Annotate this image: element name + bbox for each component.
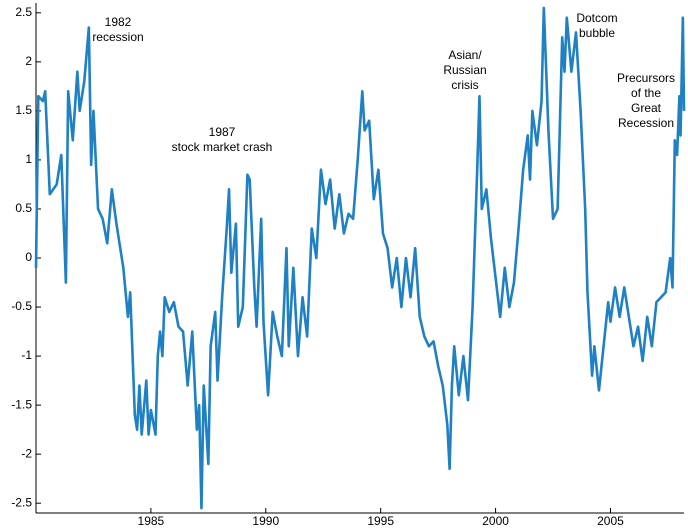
- x-tick-label: 2000: [482, 514, 509, 528]
- annotation: 1987: [209, 125, 236, 139]
- annotation: bubble: [579, 26, 615, 40]
- x-tick-label: 1990: [252, 514, 279, 528]
- annotation: crisis: [451, 78, 478, 92]
- annotation: stock market crash: [172, 140, 273, 154]
- annotation: 1982: [105, 15, 132, 29]
- data-line: [34, 6, 686, 510]
- x-tick-label: 2005: [597, 514, 624, 528]
- annotation: of the: [631, 86, 661, 100]
- x-tick-label: 1985: [138, 514, 165, 528]
- annotation: recession: [92, 30, 143, 44]
- annotation: Asian/: [448, 48, 482, 62]
- y-tick-label: 2: [25, 54, 32, 68]
- annotation: Recession: [618, 116, 674, 130]
- annotation: Dotcom: [576, 11, 617, 25]
- y-tick-label: -1: [21, 348, 32, 362]
- y-tick-label: 0: [25, 250, 32, 264]
- y-tick-label: -2.5: [11, 495, 32, 509]
- y-tick-label: 1.5: [15, 103, 32, 117]
- x-tick-label: 1995: [367, 514, 394, 528]
- annotation: Russian: [443, 63, 486, 77]
- annotation: Precursors: [617, 71, 675, 85]
- y-tick-label: 2.5: [15, 5, 32, 19]
- y-tick-label: -1.5: [11, 397, 32, 411]
- y-tick-label: 1: [25, 152, 32, 166]
- annotation: Great: [631, 101, 662, 115]
- y-tick-label: 0.5: [15, 201, 32, 215]
- y-tick-label: -0.5: [11, 299, 32, 313]
- y-tick-label: -2: [21, 446, 32, 460]
